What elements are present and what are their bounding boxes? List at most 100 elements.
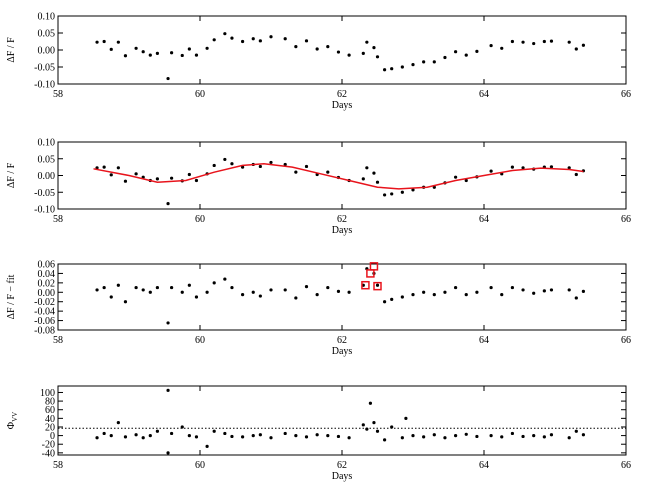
data-point — [148, 433, 152, 438]
y-axis-label-main: Φ — [6, 422, 17, 429]
data-point — [549, 165, 554, 169]
data-point — [581, 433, 586, 437]
data-point — [489, 433, 493, 438]
data-point — [500, 46, 504, 50]
data-point — [187, 172, 191, 177]
x-axis-label: Days — [332, 471, 353, 482]
data-point — [180, 425, 184, 429]
data-point — [134, 433, 138, 437]
data-point — [170, 51, 174, 55]
data-point — [336, 289, 341, 293]
data-point — [116, 40, 120, 44]
data-point — [212, 281, 216, 285]
data-point — [383, 300, 387, 304]
y-tick-label: -0.04 — [34, 307, 55, 318]
data-point — [375, 55, 380, 59]
y-tick-label: 0.00 — [38, 171, 56, 182]
x-tick-label: 58 — [53, 214, 63, 225]
x-axis-label: Days — [332, 346, 353, 357]
data-point — [294, 170, 298, 174]
y-tick-label: 0.02 — [38, 278, 56, 289]
data-point — [315, 293, 319, 297]
data-point — [155, 177, 159, 181]
y-axis-label-main: ΔF / F — [6, 37, 17, 63]
x-tick-label: 62 — [337, 214, 347, 225]
data-point — [170, 431, 174, 436]
data-point — [489, 169, 493, 173]
y-tick-label: -0.10 — [34, 205, 55, 216]
data-point — [521, 40, 525, 44]
y-axis-label: ΦVV — [6, 412, 19, 429]
data-point — [269, 35, 273, 39]
data-point — [365, 40, 369, 44]
fit-curve — [93, 163, 584, 190]
data-point — [549, 39, 554, 43]
data-point — [294, 45, 298, 49]
data-point — [326, 285, 330, 290]
data-point — [365, 166, 369, 170]
x-axis-label: Days — [332, 100, 353, 111]
plot-frame — [57, 15, 627, 85]
data-point — [148, 290, 152, 294]
data-point — [567, 436, 571, 440]
data-point — [475, 49, 479, 53]
x-tick-label: 58 — [53, 335, 63, 346]
data-point — [422, 60, 426, 64]
data-point — [443, 55, 447, 60]
x-tick-label: 66 — [621, 460, 631, 471]
data-point — [375, 283, 380, 287]
x-tick-label: 60 — [195, 89, 205, 100]
data-point — [123, 435, 128, 439]
data-point — [454, 50, 458, 54]
data-point — [116, 166, 120, 170]
x-tick-label: 64 — [479, 89, 489, 100]
data-point — [205, 290, 209, 294]
data-point — [390, 192, 394, 196]
flagged-point — [361, 280, 370, 290]
data-point — [454, 175, 458, 179]
x-tick-label: 64 — [479, 214, 489, 225]
data-point — [294, 296, 298, 300]
data-point — [361, 177, 365, 181]
data-point — [230, 434, 234, 439]
data-point — [283, 431, 287, 436]
data-point — [283, 37, 287, 41]
data-point — [141, 288, 145, 292]
data-point — [241, 293, 245, 297]
data-point — [432, 433, 436, 437]
data-point — [251, 37, 255, 41]
data-point — [187, 47, 191, 51]
data-point — [141, 436, 145, 440]
data-point — [109, 295, 113, 299]
data-point — [567, 288, 571, 292]
data-point — [581, 43, 586, 47]
x-axis-label: Days — [332, 225, 353, 236]
data-point — [475, 434, 479, 439]
y-tick-label: 0.10 — [38, 138, 56, 149]
data-point — [404, 416, 408, 420]
data-point — [542, 289, 546, 293]
x-tick-label: 66 — [621, 89, 631, 100]
data-point — [102, 431, 106, 436]
data-point — [123, 300, 128, 304]
x-tick-label: 58 — [53, 89, 63, 100]
data-point — [336, 50, 341, 54]
data-point — [223, 431, 227, 436]
data-point — [123, 54, 128, 58]
y-tick-label: 60 — [45, 405, 55, 416]
data-point — [532, 291, 536, 295]
plot-frame — [57, 141, 627, 210]
data-point — [326, 45, 330, 49]
data-point — [464, 178, 468, 183]
data-point — [155, 285, 159, 290]
data-point — [454, 433, 458, 438]
data-point — [422, 435, 426, 439]
y-axis-label: ΔF / F − fit — [6, 274, 17, 319]
data-point — [400, 436, 404, 440]
data-point — [400, 65, 404, 69]
x-tick-label: 60 — [195, 214, 205, 225]
data-point — [521, 166, 525, 170]
data-point — [223, 32, 227, 36]
data-point — [443, 436, 447, 440]
data-point — [155, 51, 159, 56]
